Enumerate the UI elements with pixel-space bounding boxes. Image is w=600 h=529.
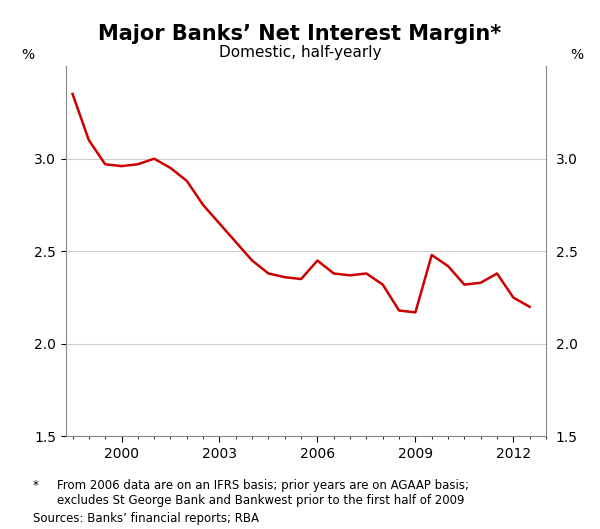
Text: Sources: Banks’ financial reports; RBA: Sources: Banks’ financial reports; RBA (33, 512, 259, 525)
Text: Domestic, half-yearly: Domestic, half-yearly (219, 45, 381, 60)
Text: From 2006 data are on an IFRS basis; prior years are on AGAAP basis;
excludes St: From 2006 data are on an IFRS basis; pri… (57, 479, 469, 507)
Text: %: % (571, 49, 584, 62)
Text: *: * (33, 479, 39, 492)
Text: Major Banks’ Net Interest Margin*: Major Banks’ Net Interest Margin* (98, 24, 502, 44)
Text: %: % (21, 49, 34, 62)
